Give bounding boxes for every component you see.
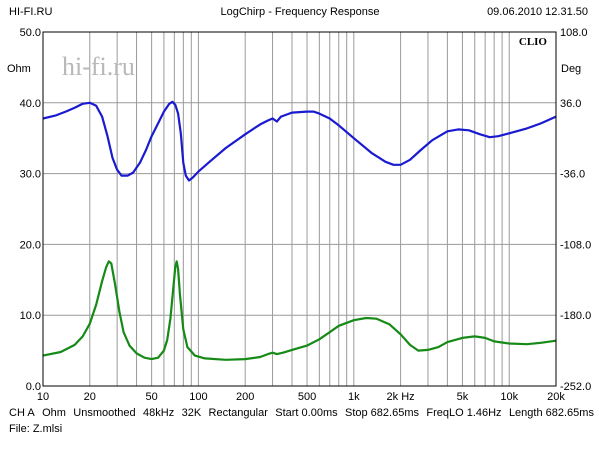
watermark-site-text: hi-fi.ru [62, 52, 135, 81]
x-tick-label: 10 [37, 391, 49, 403]
footer-item: Length 682.65ms [508, 407, 594, 419]
footer-item: Unsmoothed [73, 407, 136, 419]
header-left-label: HI-FI.RU [9, 6, 53, 18]
left-axis-unit-label: Ohm [7, 63, 31, 75]
x-tick-label: 20k [547, 391, 565, 403]
impedance-curve [42, 260, 557, 361]
footer-item: 48kHz [143, 407, 175, 419]
horizontal-grid [43, 102, 556, 316]
frequency-response-chart: hi-fi.ru CLIO Ohm Deg 10 20 50 100 200 500 1k 2… [7, 27, 592, 403]
y-left-tick-label: 0.0 [26, 381, 41, 393]
y-right-tick-label: 36.0 [560, 98, 581, 110]
footer-item: Start 0.00ms [275, 407, 338, 419]
footer-item: Rectangular [208, 407, 268, 419]
x-tick-label: 10k [500, 391, 518, 403]
plot-frame [42, 31, 557, 387]
footer-item: CH A [9, 407, 35, 419]
clio-brand-label: CLIO [519, 36, 548, 48]
vertical-grid [89, 32, 510, 386]
curves [42, 100, 557, 361]
phase-curve [42, 100, 557, 182]
timestamp: 09.06.2010 12.31.50 [487, 6, 588, 18]
y-right-tick-label: -252.0 [560, 381, 591, 393]
footer-item: FreqLO 1.46Hz [426, 407, 502, 419]
x-tick-label: 100 [189, 391, 207, 403]
y-left-tick-label: 50.0 [20, 27, 41, 39]
footer-item: 32K [181, 407, 202, 419]
y-left-tick-label: 20.0 [20, 239, 41, 251]
x-tick-label: 50 [145, 391, 157, 403]
axis-ticks: 10 20 50 100 200 500 1k 2k Hz 5k 10k 20k 0.0 10.0 20.… [20, 27, 592, 403]
watermark: hi-fi.ru [62, 52, 135, 81]
y-right-tick-label: -36.0 [560, 169, 585, 181]
y-right-tick-label: 108.0 [560, 27, 588, 39]
x-tick-label: 20 [84, 391, 96, 403]
y-left-tick-label: 30.0 [20, 169, 41, 181]
chart-title: LogChirp - Frequency Response [220, 6, 380, 18]
x-tick-label: 2k Hz [387, 391, 415, 403]
footer-settings: CH A Ohm Unsmoothed 48kHz 32K Rectangular Star… [9, 407, 594, 419]
x-tick-label: 5k [457, 391, 469, 403]
footer-item: Ohm [42, 407, 66, 419]
x-tick-label: 1k [348, 391, 360, 403]
x-tick-label: 200 [236, 391, 254, 403]
right-axis-unit-label: Deg [561, 63, 581, 75]
y-right-tick-label: -180.0 [560, 310, 591, 322]
y-left-tick-label: 10.0 [20, 310, 41, 322]
footer-item: Stop 682.65ms [344, 407, 419, 419]
y-right-tick-label: -108.0 [560, 239, 591, 251]
file-name: File: Z.mlsi [9, 423, 63, 435]
y-left-tick-label: 40.0 [20, 98, 41, 110]
x-tick-label: 500 [298, 391, 316, 403]
